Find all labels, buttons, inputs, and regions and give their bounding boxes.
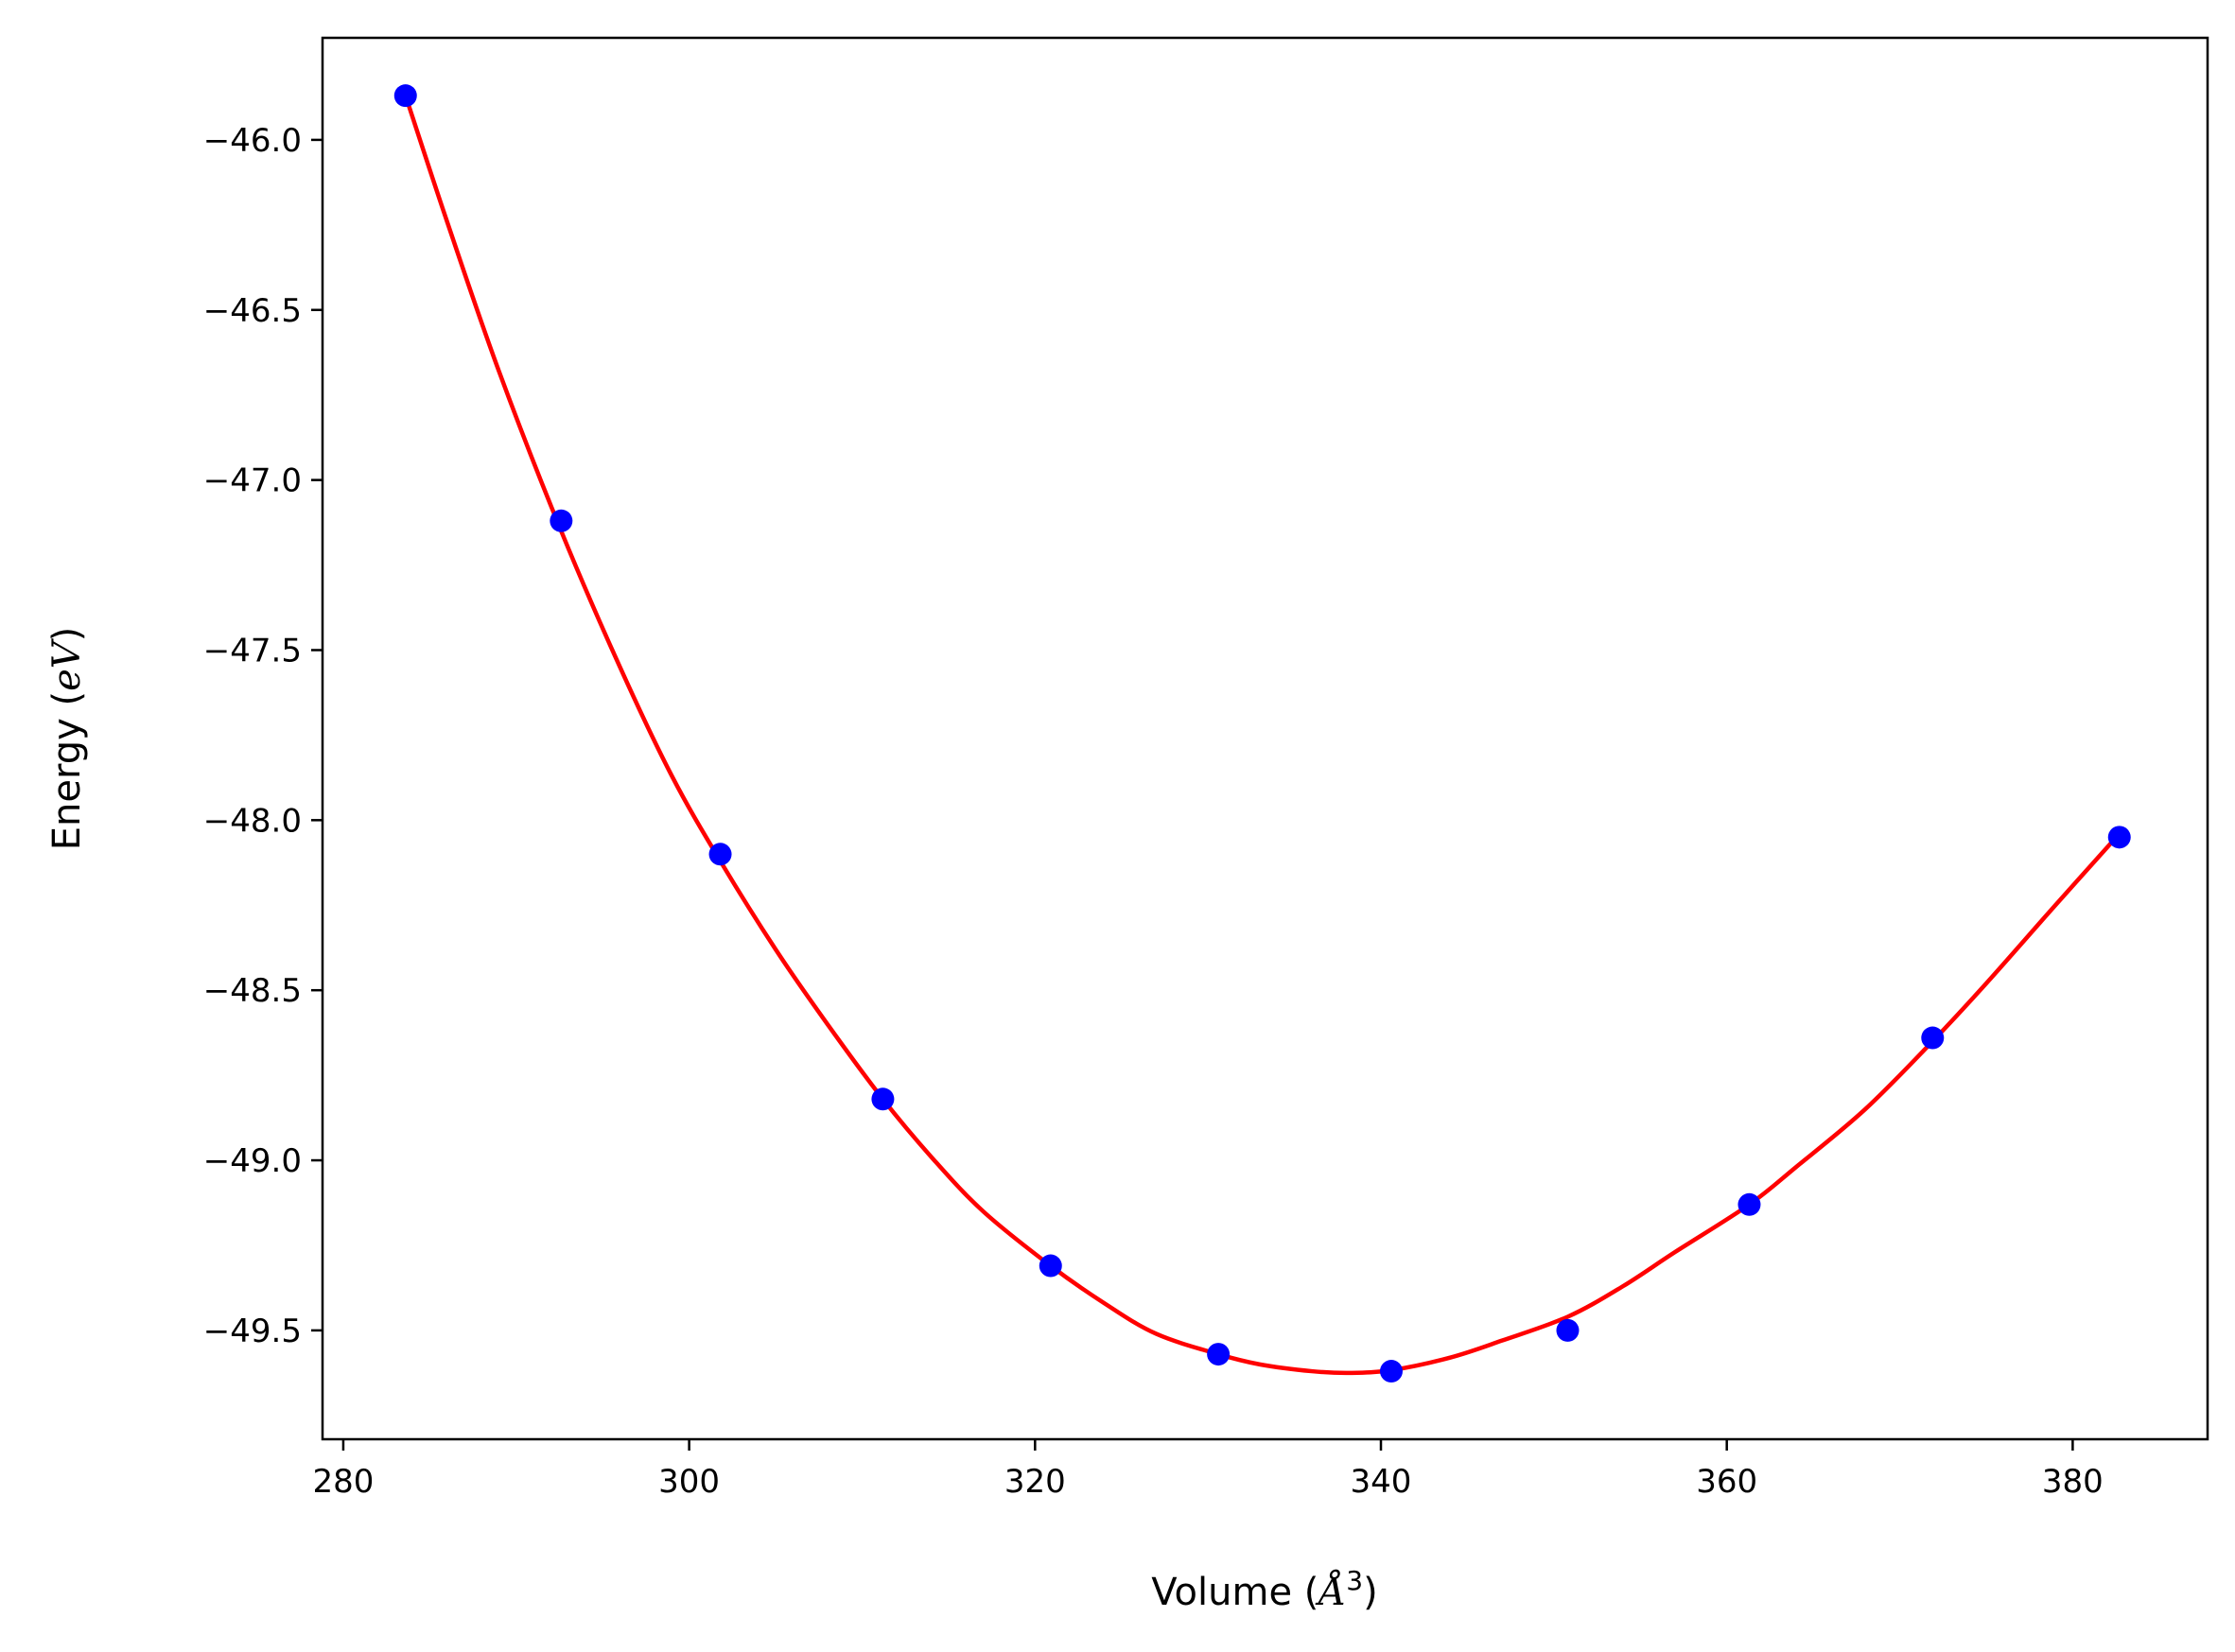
- y-tick-label: −46.0: [203, 122, 302, 160]
- y-tick-label: −48.0: [203, 802, 302, 840]
- y-axis-label-prefix: Energy (: [45, 691, 89, 850]
- x-axis-label-symbol: Å: [1315, 1570, 1346, 1614]
- x-axis-label-prefix: Volume (: [1151, 1571, 1318, 1614]
- y-tick-label: −49.5: [203, 1313, 302, 1350]
- y-axis-label-symbol: eV: [45, 637, 89, 691]
- y-tick-label: −47.5: [203, 632, 302, 669]
- data-points-layer: [393, 84, 2131, 1383]
- x-tick-label: 280: [312, 1463, 374, 1501]
- x-axis-label-exponent: 3: [1346, 1565, 1363, 1596]
- data-point: [550, 509, 573, 532]
- data-point: [708, 843, 732, 866]
- data-point: [871, 1087, 895, 1111]
- x-axis-label-suffix: ): [1363, 1571, 1378, 1614]
- y-tick-label: −48.5: [203, 972, 302, 1010]
- y-tick-label: −49.0: [203, 1142, 302, 1180]
- x-tick-label: 380: [2042, 1463, 2104, 1501]
- fit-curve-layer: [403, 95, 2122, 1376]
- y-axis-ticks: −46.0 −46.5 −47.0 −47.5 −48.0 −48.5 −49.0 −49.5: [203, 122, 323, 1350]
- data-point: [1207, 1343, 1231, 1366]
- y-axis-label: Energy (eV): [45, 627, 89, 851]
- y-axis-label-suffix: ): [45, 627, 89, 642]
- x-axis-ticks: 280 300 320 340 360 380: [312, 1439, 2104, 1501]
- data-point: [2107, 826, 2131, 849]
- x-tick-label: 340: [1351, 1463, 1412, 1501]
- data-point: [1556, 1318, 1580, 1342]
- data-point: [1379, 1360, 1403, 1383]
- x-tick-label: 320: [1004, 1463, 1066, 1501]
- data-point: [1039, 1254, 1062, 1278]
- x-tick-label: 360: [1696, 1463, 1757, 1501]
- data-point: [393, 84, 417, 108]
- y-tick-label: −46.5: [203, 292, 302, 330]
- plot-area: [323, 38, 2208, 1439]
- fit-curve: [403, 95, 2122, 1376]
- data-point: [1921, 1026, 1945, 1050]
- x-axis-label: Volume (Å3): [1151, 1565, 1377, 1614]
- x-tick-label: 300: [658, 1463, 720, 1501]
- plot-frame: [321, 36, 2209, 1441]
- data-point: [1737, 1192, 1761, 1216]
- y-tick-label: −47.0: [203, 462, 302, 500]
